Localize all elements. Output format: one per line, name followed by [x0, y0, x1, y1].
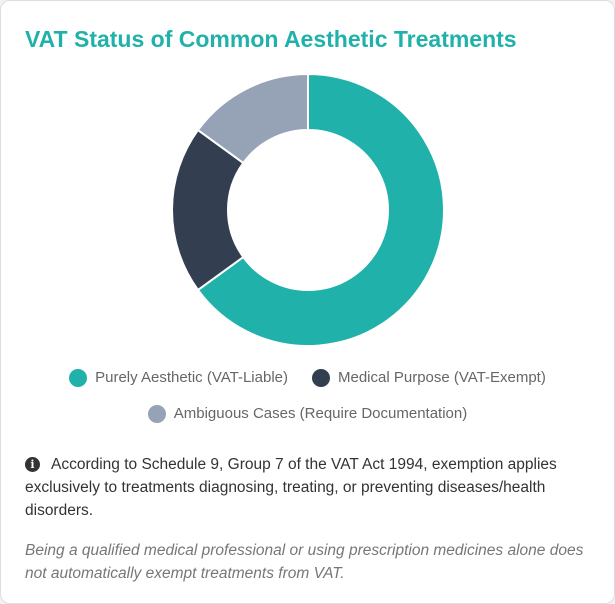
legend-item-purely-aesthetic[interactable]: Purely Aesthetic (VAT-Liable): [69, 367, 288, 389]
legend-swatch-purely-aesthetic: [69, 369, 88, 387]
donut-slice-purely[interactable]: [196, 72, 445, 347]
donut-chart: [1, 1, 614, 361]
legend-label-ambiguous-cases: Ambiguous Cases (Require Documentation): [173, 405, 468, 422]
legal-note: i According to Schedule 9, Group 7 of the…: [25, 453, 585, 522]
legend-label-purely-aesthetic: Purely Aesthetic (VAT-Liable): [95, 369, 288, 386]
legend-swatch-medical-purpose: [312, 369, 330, 387]
chart-title: VAT Status of Common Aesthetic Treatment…: [25, 26, 517, 52]
legend-swatch-ambiguous-cases: [147, 405, 166, 423]
legend-item-ambiguous-cases[interactable]: Ambiguous Cases (Require Documentation): [147, 403, 468, 425]
legend-row-1: Purely Aesthetic (VAT-Liable) Medical Pu…: [1, 367, 614, 389]
legend-item-medical-purpose[interactable]: Medical Purpose (VAT-Exempt): [312, 367, 546, 389]
legal-note-text: According to Schedule 9, Group 7 of the …: [25, 456, 557, 519]
legend-label-medical-purpose: Medical Purpose (VAT-Exempt): [338, 369, 546, 386]
legend-row-2: Ambiguous Cases (Require Documentation): [1, 403, 614, 425]
donut-chart-svg: [171, 72, 445, 347]
info-circle-icon: i: [25, 457, 40, 472]
donut-slice-ambiguous[interactable]: [196, 72, 309, 165]
footnote: Being a qualified medical professional o…: [25, 542, 584, 582]
